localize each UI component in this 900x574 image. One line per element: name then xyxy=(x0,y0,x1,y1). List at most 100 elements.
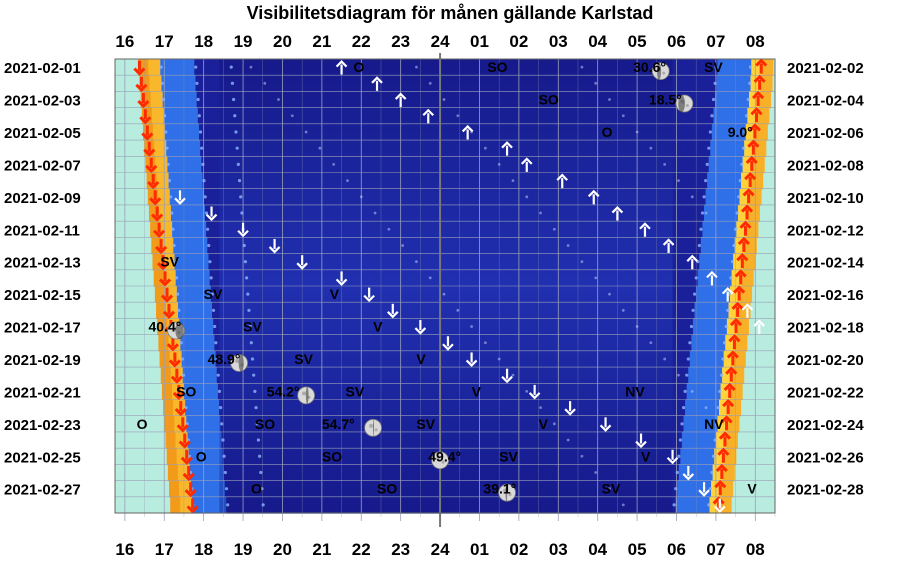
moon-track-dot xyxy=(690,195,694,199)
twilight-dot xyxy=(724,324,728,329)
moon-track-dot xyxy=(608,487,611,491)
y-tick-label-left: 2021-02-15 xyxy=(4,287,81,304)
moon-track-dot xyxy=(428,276,432,280)
moonrise-arrow xyxy=(461,124,474,140)
moonset-arrow xyxy=(335,271,348,286)
arrow-head xyxy=(733,285,746,294)
arrow-head xyxy=(739,220,752,229)
arrow-head xyxy=(686,254,699,262)
arrow-head xyxy=(176,424,189,433)
moon-crater xyxy=(302,391,307,396)
x-tick-label-bottom: 07 xyxy=(706,540,725,559)
moon-track-dot xyxy=(525,389,529,393)
moonset-arrow xyxy=(268,238,281,254)
y-tick-label-right: 2021-02-16 xyxy=(787,287,864,304)
moon-track-dot xyxy=(539,406,542,410)
moon-label: O xyxy=(137,416,148,432)
twilight-dot xyxy=(735,211,739,215)
twilight-dot xyxy=(217,389,222,393)
twilight-dot xyxy=(216,373,220,377)
sunrise-arrow xyxy=(751,90,765,107)
arrow-head xyxy=(442,343,454,351)
x-tick-label-bottom: 04 xyxy=(588,540,607,559)
arrow-head xyxy=(587,189,600,198)
twilight-dot xyxy=(672,503,676,507)
arrow-head xyxy=(725,366,738,375)
sunset-arrow xyxy=(145,157,158,174)
sunset-arrow xyxy=(180,449,193,465)
moon-track-dot xyxy=(621,308,625,312)
twilight-dot xyxy=(246,292,250,296)
x-tick-label-bottom: 02 xyxy=(509,540,528,559)
twilight-dot xyxy=(249,341,253,345)
y-tick-label-left: 2021-02-11 xyxy=(4,222,80,239)
twilight-dot xyxy=(197,114,201,118)
x-tick-label-bottom: 01 xyxy=(470,540,489,559)
moon-label: SO xyxy=(539,92,559,108)
twilight-dot xyxy=(254,406,258,410)
twilight-dot xyxy=(711,97,716,102)
arrow-head xyxy=(296,262,308,270)
sunrise-arrow xyxy=(718,431,732,447)
y-tick-label-right: 2021-02-24 xyxy=(787,417,864,434)
twilight-dot xyxy=(683,389,687,393)
moon-track-dot xyxy=(470,130,473,134)
x-tick-label-top: 03 xyxy=(549,32,568,51)
moon-label: 39.1° xyxy=(483,481,516,497)
sunset-arrow xyxy=(153,222,166,238)
moonset-arrow xyxy=(528,384,541,400)
moon-track-dot xyxy=(387,227,391,231)
moon-crater xyxy=(369,423,374,428)
twilight-dot xyxy=(185,422,189,426)
arrow-head xyxy=(461,124,474,133)
twilight-dot xyxy=(707,146,711,150)
moon-track-dot xyxy=(677,373,680,377)
y-tick-label-right: 2021-02-28 xyxy=(787,482,864,499)
arrow-head xyxy=(168,359,181,368)
x-tick-label-top: 24 xyxy=(431,32,450,51)
moon-track-dot xyxy=(483,146,487,150)
moon-crater xyxy=(235,358,240,363)
sunset-arrow xyxy=(178,433,191,449)
twilight-dot xyxy=(159,65,163,69)
x-tick-label-bottom: 23 xyxy=(391,540,410,559)
sunrise-arrow xyxy=(737,236,750,252)
twilight-dot xyxy=(207,243,211,248)
sunrise-arrow xyxy=(755,58,768,74)
twilight-dot xyxy=(741,146,746,150)
sunrise-arrow xyxy=(728,334,741,350)
moon-shadow xyxy=(305,386,309,404)
moon-disc xyxy=(431,451,449,470)
arrow-head xyxy=(635,440,647,449)
twilight-dot xyxy=(236,162,240,166)
moon-track-dot xyxy=(552,227,556,231)
twilight-dot xyxy=(167,179,171,183)
moon-track-dot xyxy=(621,114,625,118)
moon-label: V xyxy=(373,319,383,335)
arrow-head xyxy=(750,107,763,116)
moonrise-arrow xyxy=(520,157,533,172)
moon-track-dot xyxy=(649,341,653,345)
sunrise-arrow xyxy=(748,123,761,139)
x-tick-label-bottom: 16 xyxy=(115,540,134,559)
x-tick-label-top: 02 xyxy=(509,32,528,51)
moon-crater xyxy=(662,71,666,75)
moon-label: O xyxy=(196,448,207,464)
arrow-head xyxy=(178,440,191,449)
y-tick-label-right: 2021-02-06 xyxy=(787,125,864,142)
sunset-arrow xyxy=(176,417,189,433)
sunset-arrow xyxy=(170,368,183,384)
arrow-head xyxy=(556,173,569,181)
moon-crater xyxy=(172,326,177,331)
twilight-dot xyxy=(732,243,736,248)
arrow-head xyxy=(736,253,749,262)
twilight-dot xyxy=(256,438,261,442)
twilight-dot xyxy=(748,81,752,85)
moonset-arrow xyxy=(465,352,478,368)
twilight-dot xyxy=(196,97,200,102)
moon-track-dot xyxy=(290,114,294,118)
moon-label: 54.2° xyxy=(267,383,300,399)
moon-shadow xyxy=(238,354,244,372)
moon-track-dot xyxy=(442,98,446,101)
sunrise-arrow xyxy=(736,253,749,269)
